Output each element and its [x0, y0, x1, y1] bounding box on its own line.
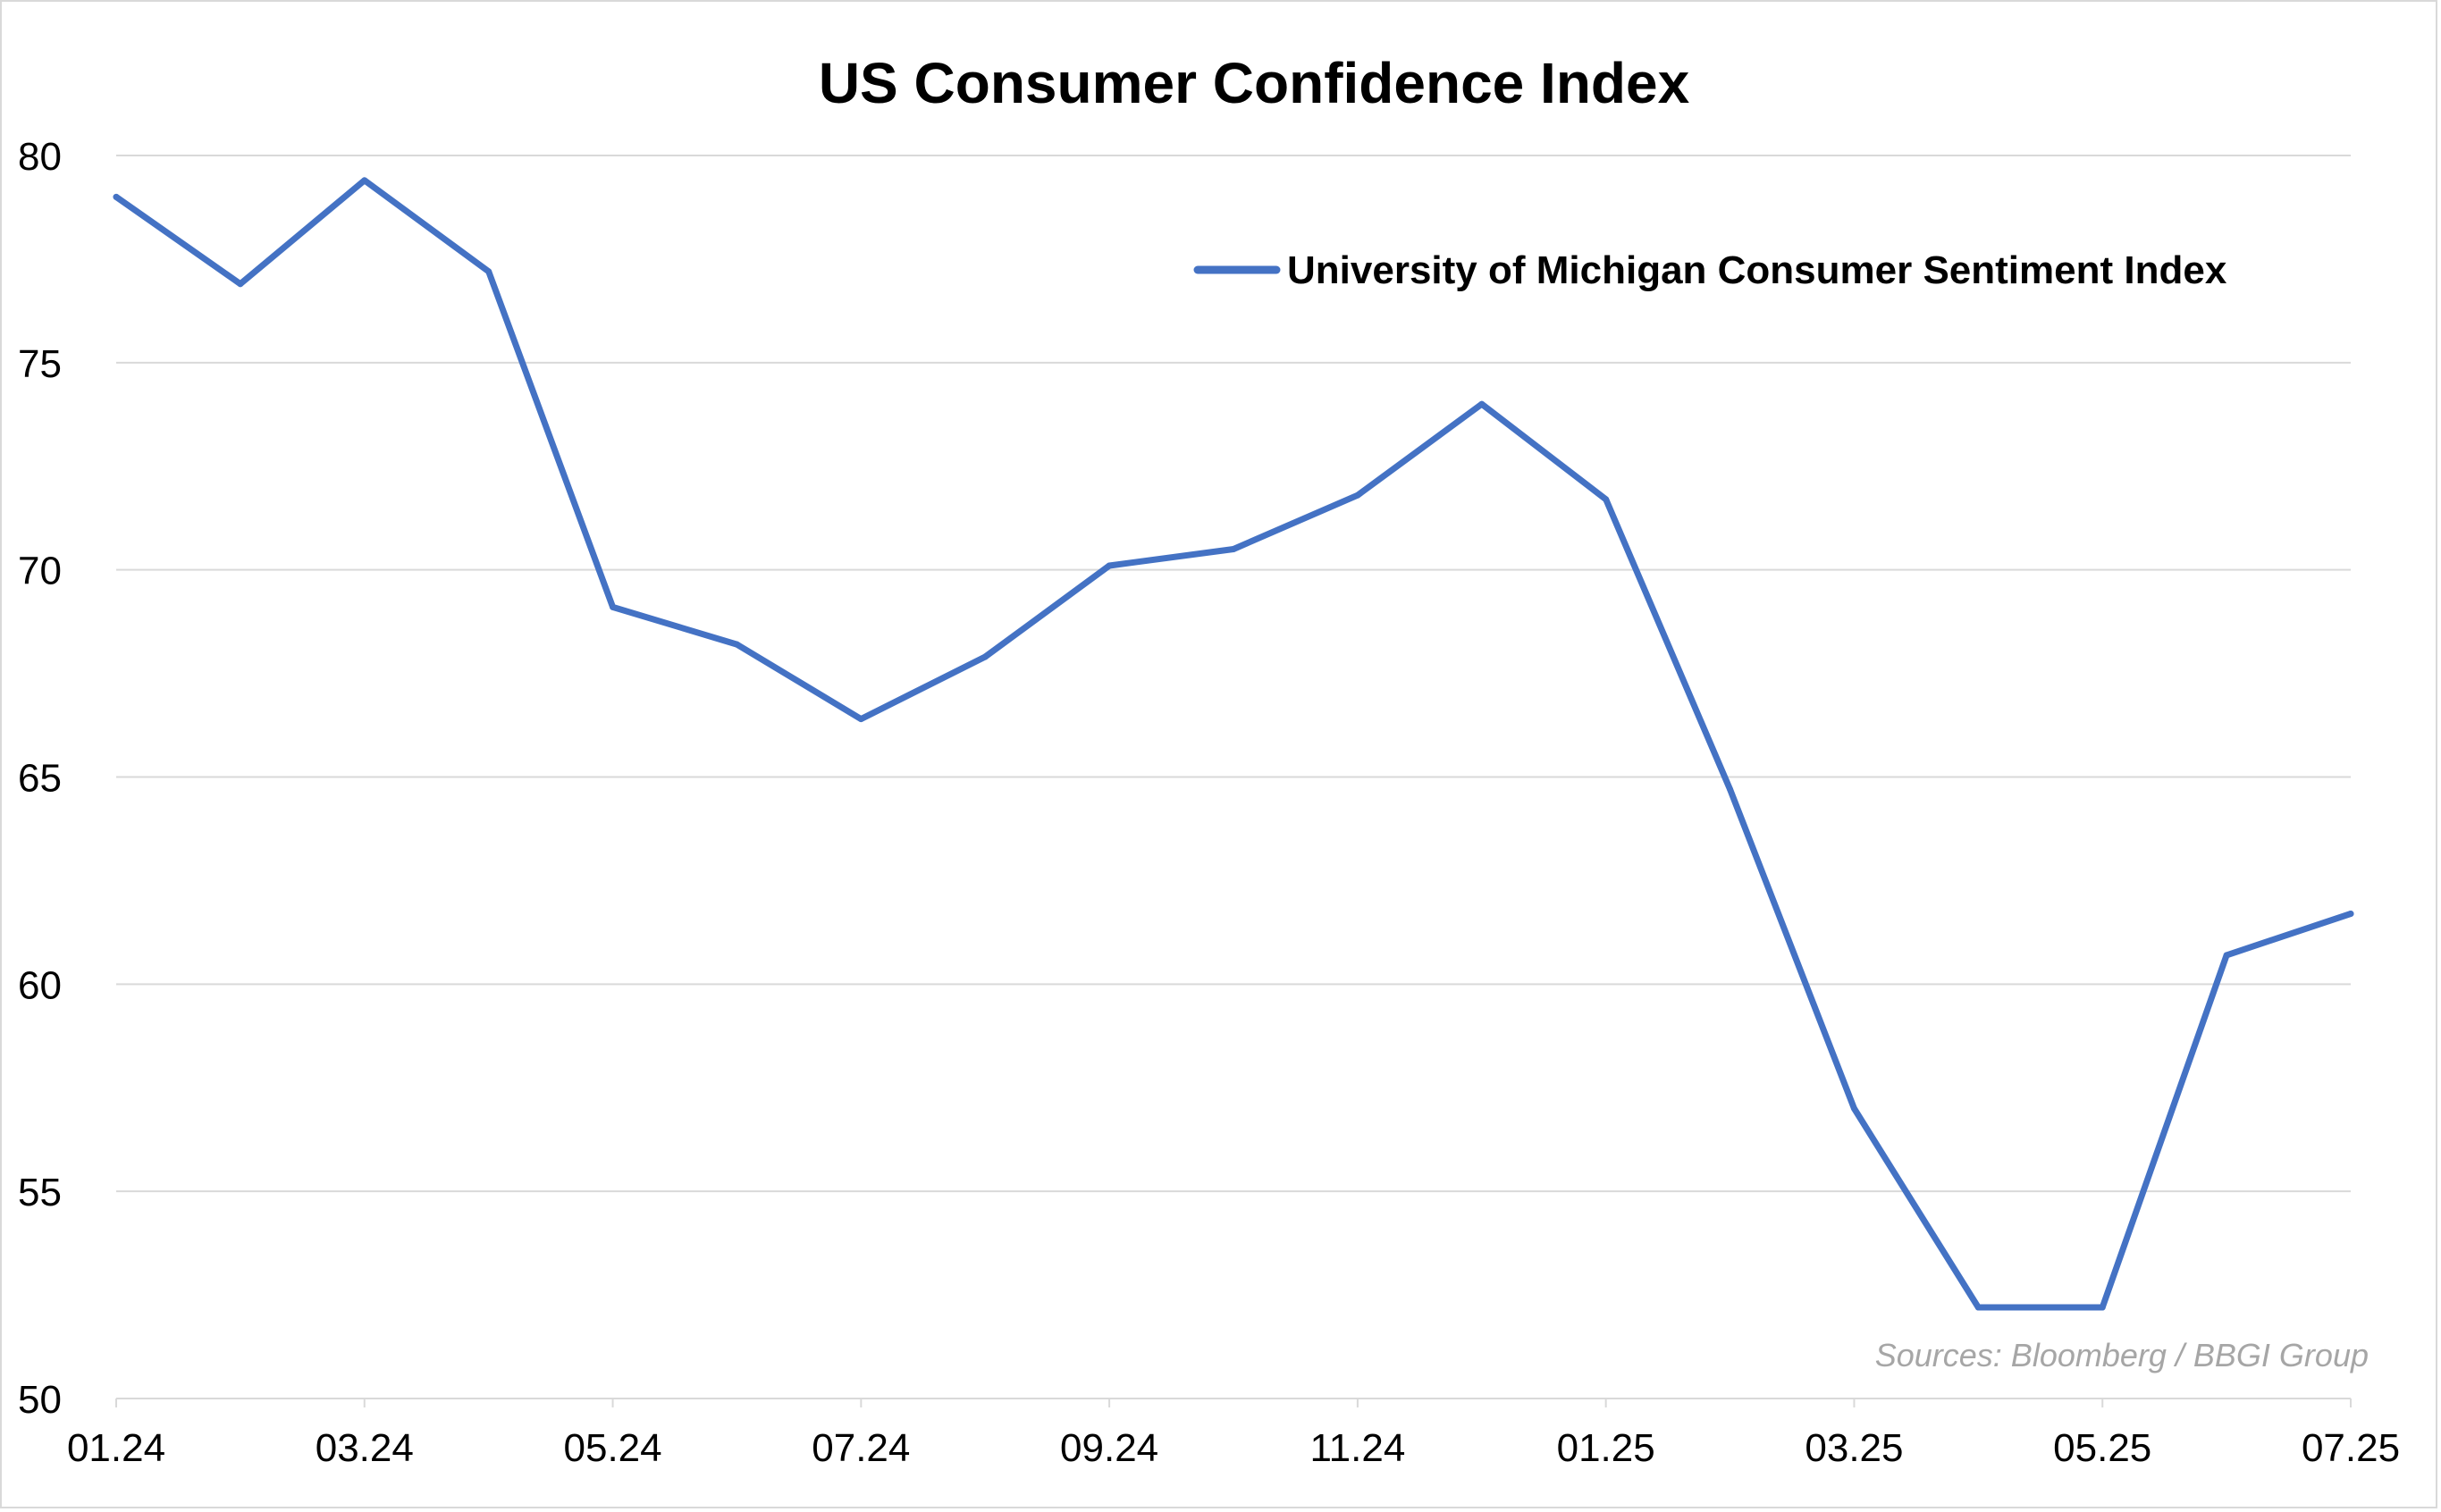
x-tick-label: 03.25: [1805, 1426, 1903, 1470]
data-point: [733, 641, 740, 648]
data-point: [1354, 491, 1361, 499]
x-tick-label: 01.24: [67, 1426, 165, 1470]
data-point: [610, 603, 617, 610]
y-tick-label: 50: [18, 1378, 62, 1422]
x-tick-label: 05.24: [564, 1426, 662, 1470]
data-point: [857, 716, 864, 723]
data-point: [1974, 1304, 1982, 1311]
x-axis: [115, 1398, 2352, 1407]
x-tick-label: 11.24: [1309, 1426, 1405, 1470]
x-tick-label: 09.24: [1060, 1426, 1158, 1470]
data-point: [981, 653, 989, 660]
x-tick-label: 03.24: [316, 1426, 414, 1470]
x-tick-label: 01.25: [1557, 1426, 1655, 1470]
data-point: [1230, 545, 1237, 552]
source-note: Sources: Bloomberg / BBGI Group: [1875, 1337, 2369, 1373]
y-tick-label: 70: [18, 550, 62, 593]
data-point: [1603, 496, 1610, 503]
legend: University of Michigan Consumer Sentimen…: [1193, 248, 2227, 292]
data-point: [237, 281, 244, 288]
data-point: [113, 193, 120, 200]
series-lines: [113, 177, 2354, 1311]
x-axis-tick-labels: 01.24 03.24 05.24 07.24 09.24 11.24 01.25 03.25…: [67, 1426, 2400, 1470]
data-point: [1106, 562, 1113, 569]
x-tick-label: 07.24: [812, 1426, 910, 1470]
y-tick-label: 75: [18, 342, 62, 386]
chart-title: US Consumer Confidence Index: [819, 51, 1690, 115]
y-tick-label: 65: [18, 757, 62, 801]
y-tick-label: 80: [18, 135, 62, 179]
data-point: [2223, 952, 2230, 959]
data-point: [1727, 785, 1734, 793]
data-point: [361, 177, 368, 184]
y-tick-label: 60: [18, 963, 62, 1007]
y-axis-tick-labels: 50 55 60 65 70 75 80: [18, 135, 62, 1422]
gridlines: [116, 155, 2351, 1193]
legend-label: University of Michigan Consumer Sentimen…: [1287, 248, 2227, 292]
data-point: [2347, 911, 2354, 918]
data-point: [1478, 400, 1486, 407]
x-tick-label: 05.25: [2053, 1426, 2151, 1470]
data-point: [2099, 1304, 2106, 1311]
data-point: [1850, 1105, 1857, 1112]
y-tick-label: 55: [18, 1171, 62, 1214]
x-tick-label: 07.25: [2302, 1426, 2400, 1470]
data-point: [485, 268, 492, 275]
series-line: [113, 177, 2354, 1311]
